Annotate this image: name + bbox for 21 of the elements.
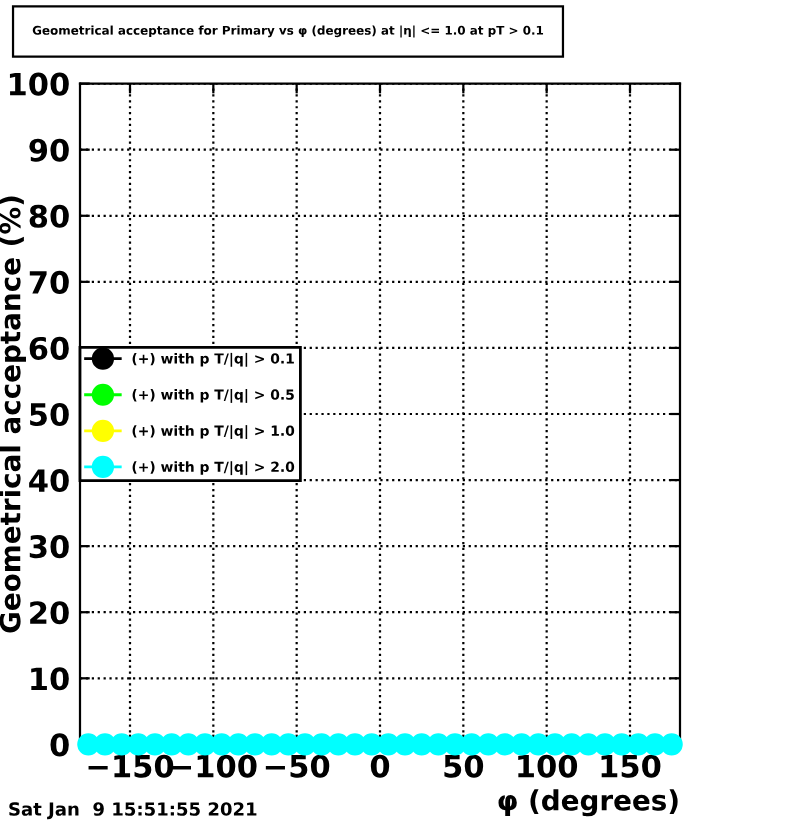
y-tick-label: 20 bbox=[30, 601, 69, 625]
y-tick-label: 70 bbox=[29, 270, 69, 294]
y-tick-label: 80 bbox=[29, 204, 69, 228]
x-tick-label: 100 bbox=[518, 754, 578, 778]
y-tick-label: 30 bbox=[29, 535, 69, 559]
x-tick-label: 150 bbox=[601, 754, 661, 778]
x-tick-label: −50 bbox=[265, 754, 330, 778]
y-tick-label: 90 bbox=[29, 138, 69, 162]
x-tick-label: 0 bbox=[370, 754, 390, 778]
text: Sat Jan 9 15:51:55 2021 bbox=[9, 802, 257, 820]
x-tick-label: −100 bbox=[171, 754, 257, 778]
y-tick-label: 100 bbox=[9, 72, 69, 96]
x-tick-label: 50 bbox=[444, 754, 484, 778]
x-axis-title: φ (degrees) bbox=[498, 789, 678, 817]
x-tick-label: −150 bbox=[88, 754, 174, 778]
y-tick-label: 50 bbox=[30, 402, 69, 427]
y-tick-label: 10 bbox=[31, 667, 69, 691]
y-tick-label: 40 bbox=[29, 469, 69, 493]
y-axis-title: Geometrical acceptance (%) bbox=[0, 196, 26, 633]
y-tick-label: 60 bbox=[29, 336, 69, 360]
y-tick-label: 0 bbox=[50, 733, 69, 757]
